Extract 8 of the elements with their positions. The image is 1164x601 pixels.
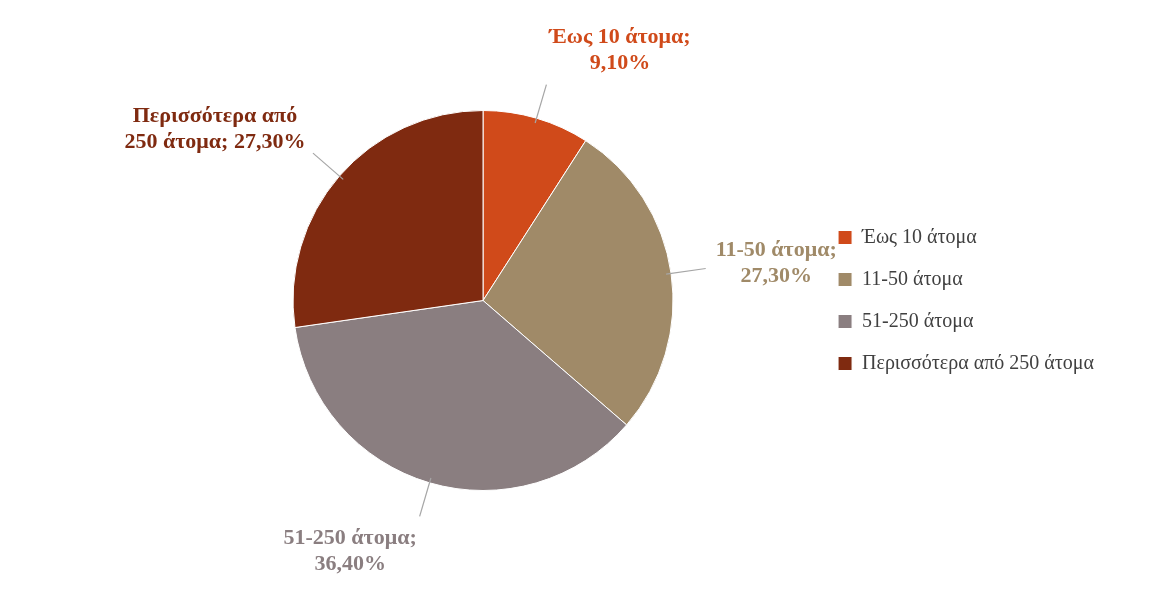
legend-label: Έως 10 άτομα	[861, 224, 978, 248]
data-label: 11-50 άτομα; 27,30%	[715, 236, 837, 288]
data-label: Περισσότερα από 250 άτομα; 27,30%	[124, 102, 306, 154]
legend-label: Περισσότερα από 250 άτομα	[862, 350, 1095, 374]
legend-label: 11-50 άτομα	[862, 266, 964, 290]
legend-label: 51-250 άτομα	[862, 308, 974, 332]
data-label: 51-250 άτομα; 36,40%	[283, 523, 417, 575]
data-label: Έως 10 άτομα; 9,10%	[548, 22, 691, 74]
